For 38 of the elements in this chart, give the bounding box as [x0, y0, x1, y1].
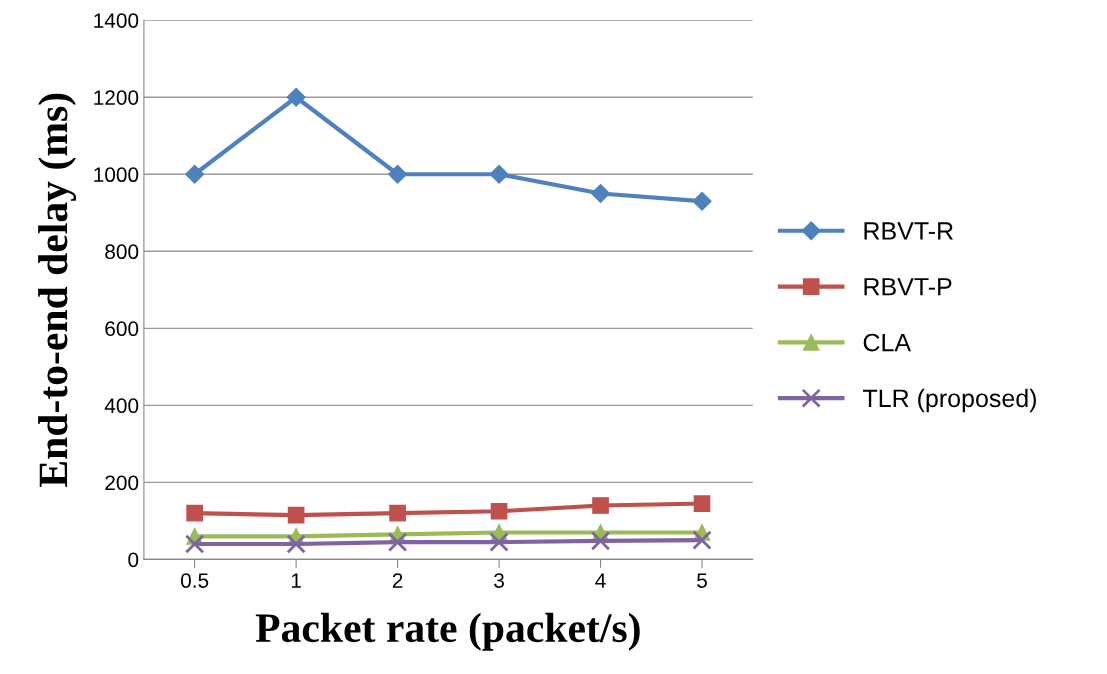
point [489, 532, 509, 552]
y-tick-label: 200 [105, 475, 139, 491]
point [287, 506, 305, 524]
legend-label: RBVT-P [864, 278, 952, 296]
y-tick-label: 600 [105, 321, 139, 337]
point [591, 184, 611, 204]
point [592, 497, 609, 514]
y-axis-title: End-to-end delay (ms) [38, 93, 77, 488]
y-tick-label: 800 [105, 244, 139, 260]
y-tick-label: 0 [128, 552, 139, 568]
point [388, 164, 408, 184]
legend-label: RBVT-R [864, 222, 953, 240]
point [286, 534, 306, 554]
point [692, 530, 712, 550]
point [693, 495, 711, 512]
point [184, 534, 205, 554]
point [286, 87, 306, 107]
y-tick-label: 1400 [94, 13, 139, 28]
x-tick-label: 0.5 [180, 573, 209, 588]
legend-label: CLA [863, 333, 912, 352]
y-tick-label: 400 [104, 398, 139, 414]
x-tick-label: 2 [392, 573, 403, 588]
point [387, 532, 408, 552]
point [186, 504, 203, 522]
x-tick-label: 5 [697, 573, 707, 588]
point [389, 504, 406, 522]
point [489, 164, 509, 184]
x-tick-label: 1 [291, 573, 301, 588]
point [590, 531, 611, 551]
y-tick-label: 1000 [94, 167, 139, 183]
legend-label: TLR (proposed) [863, 388, 1036, 413]
point [490, 502, 508, 520]
point [185, 164, 205, 184]
y-tick-label: 1200 [94, 90, 139, 105]
x-tick-label: 3 [494, 573, 504, 588]
point [692, 191, 712, 211]
x-axis-title: Packet rate (packet/s) [255, 612, 640, 651]
x-tick-label: 4 [595, 573, 606, 588]
